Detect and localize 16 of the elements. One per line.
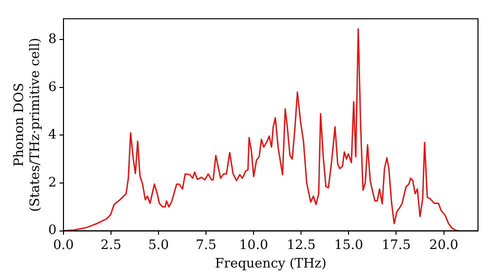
x-tick-label: 12.5 (286, 238, 316, 253)
x-tick-label: 2.5 (100, 238, 122, 253)
x-tick-label: 5.0 (148, 238, 169, 253)
y-tick-label: 6 (48, 80, 56, 95)
x-tick-label: 7.5 (196, 238, 216, 253)
y-tick-label: 4 (48, 128, 56, 143)
x-axis-title: Frequency (THz) (215, 256, 326, 272)
y-tick-label: 8 (48, 32, 56, 47)
x-tick-label: 17.5 (382, 238, 411, 253)
y-tick-label: 0 (48, 223, 56, 238)
x-tick-label: 15.0 (334, 238, 364, 253)
x-tick-label: 20.0 (429, 238, 458, 253)
x-tick-label: 10.0 (239, 238, 268, 253)
y-axis-title: Phonon DOS (States/THz·primitive cell) (12, 38, 43, 212)
y-tick-label: 2 (48, 175, 56, 190)
x-tick-label: 0.0 (53, 238, 74, 253)
